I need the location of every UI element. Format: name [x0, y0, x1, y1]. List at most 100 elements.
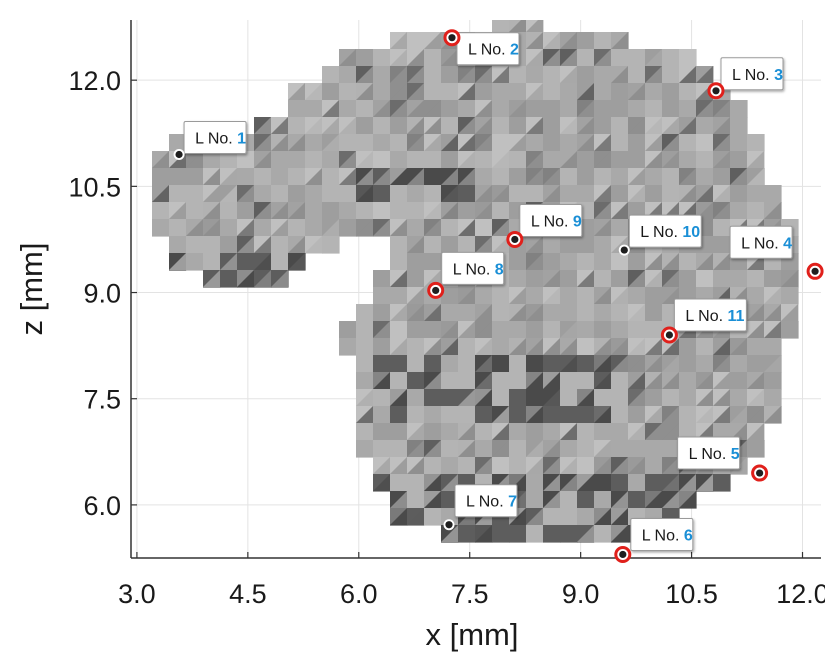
voxel-face — [577, 253, 595, 271]
voxel-face — [441, 389, 459, 407]
voxel-face — [441, 100, 459, 118]
voxel-facet — [747, 389, 764, 406]
voxel-facet — [424, 474, 441, 491]
voxel-face — [645, 321, 663, 339]
voxel-facet — [543, 389, 560, 406]
voxel-facet — [645, 355, 662, 372]
voxel-face — [322, 151, 340, 169]
voxel-face — [611, 474, 629, 492]
voxel-facet — [662, 134, 679, 151]
landmark-callout: L No. 3 — [720, 57, 784, 91]
voxel-face — [679, 151, 697, 169]
voxel-face — [662, 49, 680, 67]
voxel-facet — [696, 270, 713, 287]
voxel-facet — [441, 168, 458, 185]
voxel-face — [645, 304, 663, 322]
voxel-facet — [322, 134, 339, 151]
voxel-facet — [747, 321, 764, 338]
voxel-facet — [611, 491, 628, 508]
landmark-point — [620, 246, 628, 254]
voxel-face — [373, 355, 391, 373]
voxel-face — [747, 440, 765, 458]
voxel-facet — [645, 253, 662, 270]
voxel-face — [611, 151, 629, 169]
voxel-face — [526, 525, 544, 543]
voxel-face — [458, 372, 476, 390]
callout-label: L No. 1 — [195, 131, 246, 148]
voxel-face — [611, 168, 629, 186]
voxel-face — [577, 185, 595, 203]
voxel-face — [560, 406, 578, 424]
voxel-face — [594, 270, 612, 288]
voxel-facet — [203, 168, 220, 185]
voxel-facet — [628, 270, 645, 287]
voxel-facet — [492, 236, 509, 253]
voxel-facet — [288, 83, 305, 100]
voxel-face — [305, 134, 323, 152]
voxel-face — [288, 168, 306, 186]
voxel-facet — [543, 168, 560, 185]
voxel-facet — [288, 202, 305, 219]
voxel-facet — [407, 100, 424, 117]
voxel-facet — [424, 134, 441, 151]
voxel-facet — [713, 406, 730, 423]
voxel-face — [288, 151, 306, 169]
voxel-face — [407, 219, 425, 237]
voxel-face — [628, 440, 646, 458]
voxel-face — [339, 100, 357, 118]
voxel-face — [356, 355, 374, 373]
voxel-facet — [373, 202, 390, 219]
voxel-face — [611, 117, 629, 135]
voxel-face — [441, 151, 459, 169]
voxel-facet — [526, 151, 543, 168]
voxel-facet — [526, 253, 543, 270]
voxel-face — [339, 66, 357, 84]
voxel-face — [441, 491, 459, 509]
voxel-face — [560, 440, 578, 458]
voxel-facet — [713, 185, 730, 202]
voxel-face — [356, 117, 374, 135]
voxel-facet — [526, 20, 543, 32]
voxel-face — [560, 236, 578, 254]
callout-prefix: L No. — [531, 213, 573, 230]
voxel-facet — [730, 406, 747, 423]
voxel-facet — [458, 423, 475, 440]
voxel-face — [543, 66, 561, 84]
voxel-face — [679, 100, 697, 118]
voxel-facet — [475, 355, 492, 372]
voxel-facet — [526, 83, 543, 100]
voxel-facet — [339, 151, 356, 168]
voxel-face — [441, 66, 459, 84]
voxel-face — [577, 440, 595, 458]
voxel-facet — [628, 168, 645, 185]
voxel-facet — [254, 253, 271, 270]
callout-prefix: L No. — [642, 527, 684, 544]
landmark-point — [445, 521, 453, 529]
voxel-facet — [611, 32, 628, 49]
voxel-face — [594, 236, 612, 254]
voxel-face — [679, 338, 697, 356]
voxel-face — [356, 134, 374, 152]
voxel-face — [169, 185, 187, 203]
voxel-facet — [662, 270, 679, 287]
voxel-face — [492, 304, 510, 322]
voxel-face — [560, 372, 578, 390]
voxel-face — [747, 270, 765, 288]
voxel-facet — [611, 202, 628, 219]
voxel-facet — [662, 457, 679, 474]
callout-number: 4 — [783, 235, 792, 252]
voxel-facet — [543, 338, 560, 355]
voxel-face — [322, 168, 340, 186]
voxel-facet — [713, 338, 730, 355]
voxel-face — [356, 49, 374, 67]
voxel-face — [237, 168, 255, 186]
voxel-face — [611, 134, 629, 152]
callout-box — [456, 32, 520, 66]
voxel-face — [373, 66, 391, 84]
voxel-facet — [407, 66, 424, 83]
voxel-face — [407, 202, 425, 220]
voxel-facet — [492, 440, 509, 457]
voxel-facet — [390, 508, 407, 525]
voxel-facet — [322, 100, 339, 117]
voxel-facet — [645, 491, 662, 508]
